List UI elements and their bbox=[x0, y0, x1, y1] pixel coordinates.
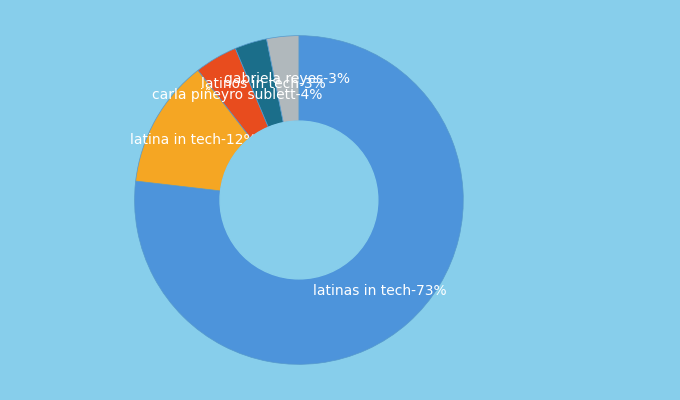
Wedge shape bbox=[235, 39, 284, 127]
Wedge shape bbox=[267, 36, 299, 123]
Text: gabriela reyes-3%: gabriela reyes-3% bbox=[224, 72, 350, 86]
Wedge shape bbox=[135, 70, 250, 191]
Wedge shape bbox=[198, 48, 269, 138]
Wedge shape bbox=[135, 36, 463, 364]
Text: latina in tech-12%: latina in tech-12% bbox=[130, 133, 256, 147]
Text: carla piñeyro sublett-4%: carla piñeyro sublett-4% bbox=[152, 88, 323, 102]
Text: latinos in tech-3%: latinos in tech-3% bbox=[201, 77, 326, 91]
Text: latinas in tech-73%: latinas in tech-73% bbox=[313, 284, 447, 298]
Circle shape bbox=[220, 121, 378, 279]
